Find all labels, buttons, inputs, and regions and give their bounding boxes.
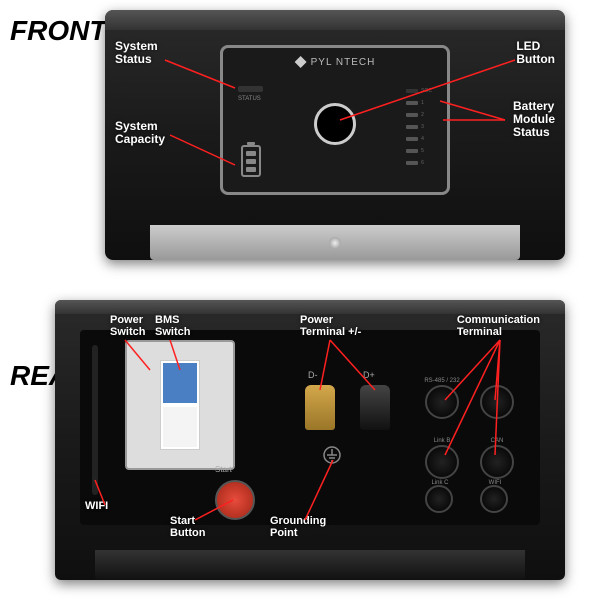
comm-label-linkb: Link B [422,438,462,444]
callout-system-capacity: SystemCapacity [115,120,165,146]
display-panel: PYL NTECH STATUS SOC 1 2 3 4 5 6 [220,45,450,195]
wifi-antenna [92,345,98,495]
comm-port-wifi[interactable] [480,485,508,513]
callout-system-status: SystemStatus [115,40,158,66]
front-screw [329,237,341,249]
comm-port-2[interactable] [480,385,514,419]
start-button[interactable] [215,480,255,520]
comm-label-wifi: WIFI [475,480,515,486]
front-section-label: FRONT [10,15,106,47]
callout-comm-terminal: CommunicationTerminal [457,314,540,338]
comm-port-linkc[interactable] [425,485,453,513]
rear-recess: Start D- D+ RS-485 / 232 Link B CAN Link… [80,330,540,525]
callout-power-switch: PowerSwitch [110,314,145,338]
comm-label-rs485: RS-485 / 232 [422,378,462,384]
comm-label-can: CAN [477,438,517,444]
module-status-leds: SOC 1 2 3 4 5 6 [406,88,432,166]
front-top-edge [105,10,565,30]
start-label: Start [215,465,232,474]
power-terminal-pos[interactable] [360,385,390,430]
callout-battery-module-status: BatteryModuleStatus [513,100,555,140]
comm-port-can[interactable] [480,445,514,479]
comm-port-rs485[interactable] [425,385,459,419]
d-neg-label: D- [308,370,318,380]
status-label: STATUS [238,96,261,102]
bms-switch[interactable] [160,360,200,450]
rear-top-edge [55,300,565,314]
d-pos-label: D+ [363,370,375,380]
callout-wifi: WIFI [85,500,108,512]
callout-start-button: StartButton [170,515,205,539]
brand-icon [295,56,307,68]
comm-port-linkb[interactable] [425,445,459,479]
bms-box [125,340,235,470]
rear-panel: Start D- D+ RS-485 / 232 Link B CAN Link… [55,300,565,580]
callout-grounding: GroundingPoint [270,515,326,539]
brand-logo: PYL NTECH [295,56,376,68]
status-led [238,86,263,92]
power-terminal-neg[interactable] [305,385,335,430]
rear-foot [95,550,525,580]
soc-label: SOC [421,88,432,94]
front-foot [150,225,520,260]
battery-capacity-icon [241,145,261,177]
callout-bms-switch: BMSSwitch [155,314,190,338]
brand-text: PYL NTECH [311,57,376,68]
callout-led-button: LEDButton [516,40,555,66]
led-button[interactable] [314,103,356,145]
comm-label-linkc: Link C [420,480,460,486]
front-panel: PYL NTECH STATUS SOC 1 2 3 4 5 6 SystemS… [105,10,565,260]
callout-power-terminal: PowerTerminal +/- [300,314,361,338]
ground-icon [322,445,342,465]
